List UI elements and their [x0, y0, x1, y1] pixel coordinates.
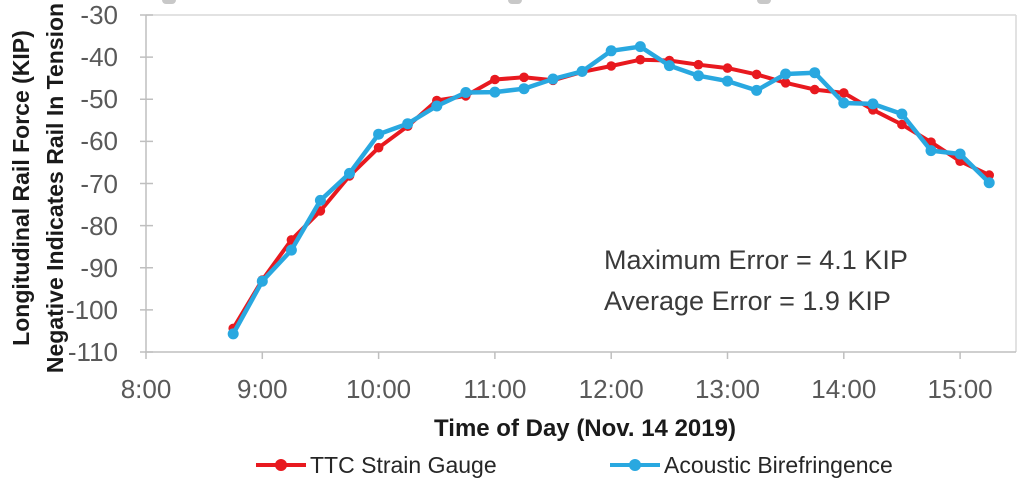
data-point-marker	[402, 118, 414, 130]
y-tick-label: -60	[80, 126, 118, 157]
data-point-marker	[954, 148, 966, 160]
y-tick-label: -30	[80, 0, 118, 30]
x-tick-label: 15:00	[927, 374, 993, 404]
y-tick-label: -100	[65, 294, 118, 325]
error-annotation: Maximum Error = 4.1 KIP Average Error = …	[604, 240, 908, 322]
x-tick-label: 12:00	[578, 374, 644, 404]
x-axis-title: Time of Day (Nov. 14 2019)	[434, 415, 736, 442]
data-point-marker	[809, 67, 821, 79]
data-point-marker	[897, 119, 907, 130]
data-point-marker	[634, 41, 646, 53]
cropped-title-artifact	[508, 0, 522, 4]
x-tick-label: 13:00	[694, 374, 761, 404]
y-tick-label: -80	[80, 210, 118, 241]
data-point-marker	[227, 328, 239, 340]
x-tick-label: 8:00	[120, 374, 172, 404]
data-point-marker	[344, 167, 355, 179]
data-point-marker	[867, 98, 879, 110]
data-point-marker	[489, 86, 501, 98]
x-tick-label: 11:00	[463, 374, 527, 404]
data-point-marker	[256, 275, 268, 287]
x-tick-label: 10:00	[346, 374, 412, 404]
data-point-marker	[518, 83, 530, 95]
legend-item-ttc-strain-gauge: TTC Strain Gauge	[256, 450, 497, 480]
data-point-marker	[838, 97, 850, 109]
data-point-marker	[983, 177, 995, 189]
legend-dot-blue	[629, 459, 641, 471]
data-point-marker	[809, 84, 820, 95]
avg-error-text: Average Error = 1.9 KIP	[604, 286, 891, 316]
data-point-marker	[635, 54, 646, 65]
y-tick-label: -90	[80, 252, 118, 283]
data-point-marker	[460, 87, 472, 98]
y-tick-label: -40	[80, 42, 118, 73]
data-point-marker	[692, 70, 704, 82]
data-point-marker	[373, 128, 385, 140]
data-point-marker	[663, 60, 675, 72]
data-point-marker	[519, 72, 529, 83]
data-point-marker	[896, 108, 908, 120]
data-point-marker	[490, 74, 500, 85]
legend-line-marker-blue	[610, 459, 660, 471]
data-point-marker	[722, 63, 733, 73]
data-point-marker	[547, 73, 559, 85]
data-point-marker	[314, 194, 326, 206]
legend-label-ttc-strain-gauge: TTC Strain Gauge	[310, 451, 497, 478]
data-point-marker	[605, 45, 617, 57]
max-error-text: Maximum Error = 4.1 KIP	[604, 245, 908, 275]
data-point-marker	[373, 142, 384, 153]
data-point-marker	[693, 59, 704, 70]
y-tick-label: -110	[67, 337, 118, 367]
data-point-marker	[839, 88, 849, 98]
legend-label-acoustic-birefringence: Acoustic Birefringence	[664, 451, 893, 478]
cropped-title-artifact	[757, 0, 771, 4]
data-point-marker	[285, 244, 297, 256]
data-point-marker	[780, 78, 791, 88]
data-point-marker	[431, 100, 443, 112]
data-point-marker	[751, 84, 763, 96]
y-tick-label: -50	[80, 84, 118, 115]
data-point-marker	[751, 69, 762, 80]
data-point-marker	[606, 61, 616, 71]
legend-dot-red	[275, 459, 287, 471]
data-point-marker	[925, 145, 937, 157]
x-tick-label: 14:00	[811, 374, 877, 404]
data-point-marker	[780, 68, 792, 80]
legend-line-marker-red	[256, 459, 306, 471]
x-tick-label: 9:00	[236, 374, 288, 404]
data-point-marker	[576, 65, 588, 77]
cropped-title-artifact	[162, 0, 176, 4]
legend-item-acoustic-birefringence: Acoustic Birefringence	[610, 450, 893, 480]
y-tick-label: -70	[80, 168, 118, 199]
data-point-marker	[722, 75, 733, 87]
